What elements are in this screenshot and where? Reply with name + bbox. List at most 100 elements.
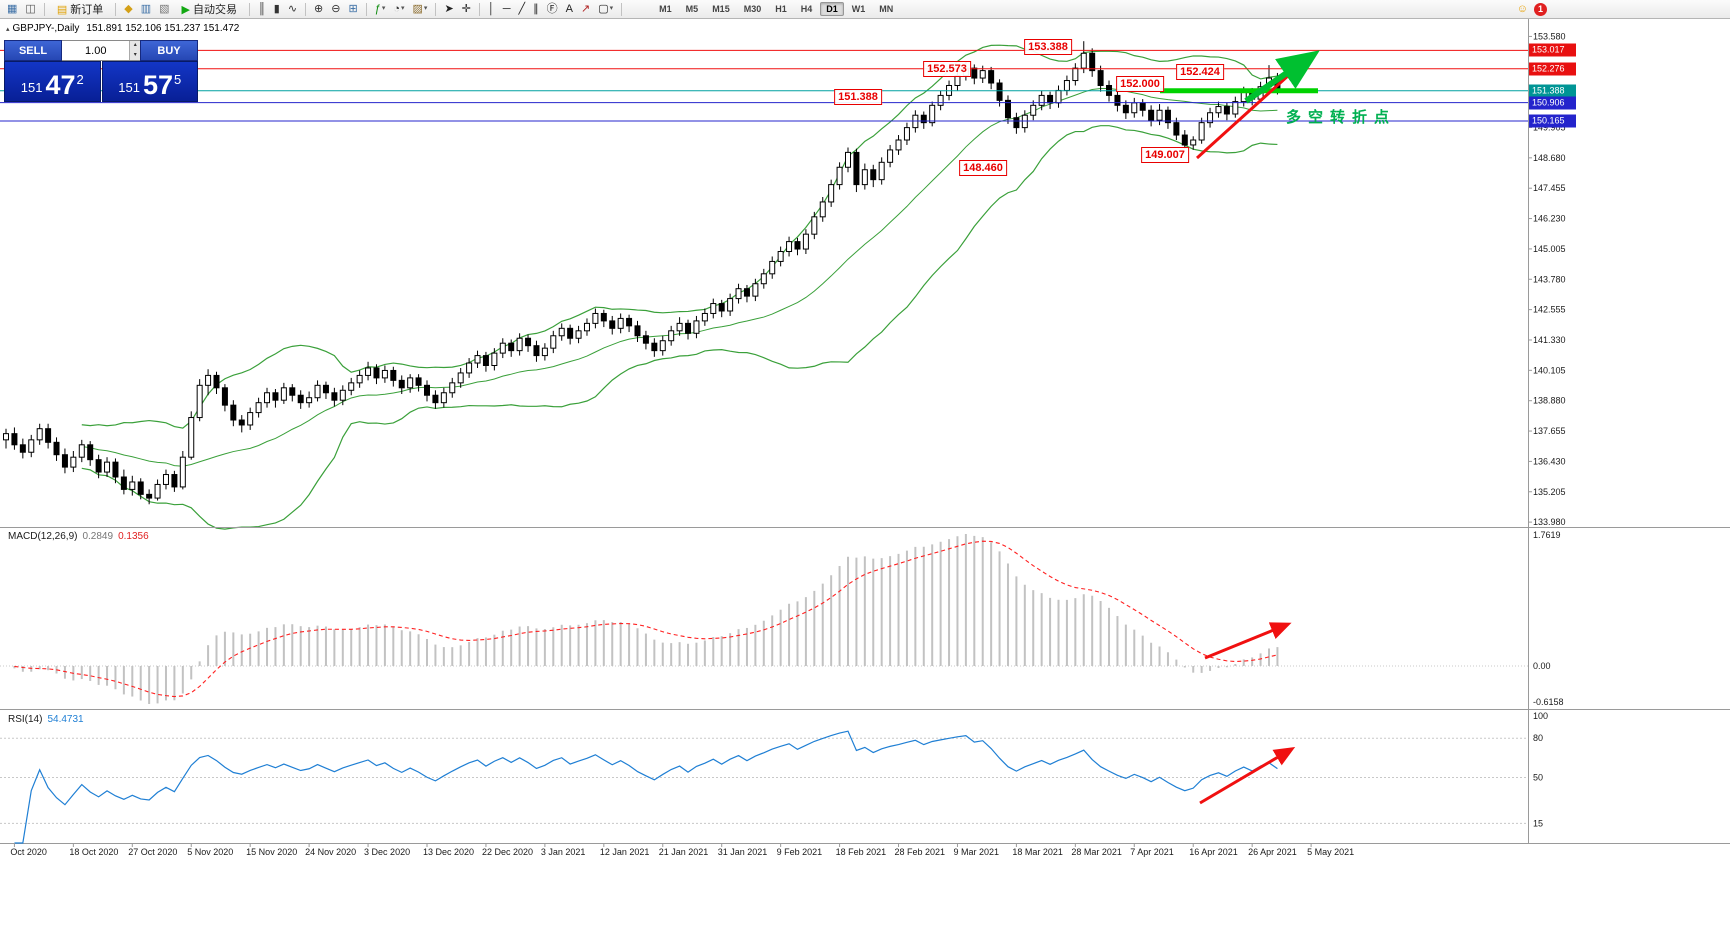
timeframe-h1[interactable]: H1 bbox=[775, 4, 787, 14]
toolbar-separator bbox=[478, 2, 480, 16]
vline-icon[interactable]: │ bbox=[487, 3, 495, 15]
date-axis-label: 18 Feb 2021 bbox=[836, 847, 887, 857]
date-axis-label: 15 Nov 2020 bbox=[246, 847, 297, 857]
sell-price-panel[interactable]: 151 47 2 bbox=[4, 61, 101, 102]
date-axis-label: 7 Apr 2021 bbox=[1130, 847, 1174, 857]
price-label-152.000[interactable]: 152.000 bbox=[1116, 76, 1164, 92]
toolbar-separator bbox=[248, 2, 250, 16]
indicators-icon[interactable]: ƒ ▾ bbox=[374, 3, 386, 15]
svg-text:138.880: 138.880 bbox=[1533, 396, 1566, 406]
sell-button[interactable]: SELL bbox=[4, 40, 62, 61]
macd-signal-line bbox=[14, 540, 1278, 698]
timeframe-d1[interactable]: D1 bbox=[820, 2, 844, 16]
buy-button[interactable]: BUY bbox=[140, 40, 198, 61]
rsi-indicator-label: RSI(14) 54.4731 bbox=[8, 714, 84, 725]
svg-text:143.780: 143.780 bbox=[1533, 274, 1566, 284]
price-badge-153.017: 153.017 bbox=[1529, 43, 1576, 57]
symbol-period-label: GBPJPY-,Daily bbox=[12, 23, 80, 34]
text-icon[interactable]: A bbox=[565, 3, 574, 15]
timeframe-mn[interactable]: MN bbox=[879, 4, 894, 14]
auto-trading-button[interactable]: ▶ 自动交易 bbox=[181, 3, 237, 17]
volume-down-button[interactable]: ▾ bbox=[130, 50, 140, 60]
one-click-toggle-icon[interactable]: ▴ bbox=[6, 26, 10, 33]
favorites-icon[interactable]: ◆ bbox=[124, 3, 133, 15]
price-label-151.388[interactable]: 151.388 bbox=[834, 89, 882, 105]
profiles-icon[interactable]: ◫ bbox=[25, 3, 36, 15]
macd-trend-arrow bbox=[1204, 622, 1292, 660]
svg-text:142.555: 142.555 bbox=[1533, 305, 1566, 315]
smiley-icon[interactable]: ☺ bbox=[1516, 3, 1528, 15]
buy-price-panel[interactable]: 151 57 5 bbox=[101, 61, 198, 102]
date-axis-label: 31 Jan 2021 bbox=[718, 847, 768, 857]
date-axis-label: 18 Oct 2020 bbox=[69, 847, 118, 857]
zoom-in-icon[interactable]: ⊕ bbox=[314, 3, 324, 15]
svg-text:141.330: 141.330 bbox=[1533, 335, 1566, 345]
timeframe-group: M1 M5 M15 M30 H1 H4 D1 W1 MN bbox=[652, 2, 900, 16]
new-chart-icon[interactable]: ▦ bbox=[7, 3, 18, 15]
svg-text:137.655: 137.655 bbox=[1533, 426, 1566, 436]
crosshair-icon[interactable]: ✛ bbox=[461, 3, 471, 15]
timeframe-w1[interactable]: W1 bbox=[851, 4, 866, 14]
tile-windows-icon[interactable]: ⊞ bbox=[348, 3, 358, 15]
timeframe-m1[interactable]: M1 bbox=[659, 4, 672, 14]
svg-text:140.105: 140.105 bbox=[1533, 365, 1566, 375]
svg-text:135.205: 135.205 bbox=[1533, 487, 1566, 497]
date-axis-label: 13 Dec 2020 bbox=[423, 847, 474, 857]
trendline-icon[interactable]: ╱ bbox=[518, 3, 526, 15]
market-watch-icon[interactable]: ▥ bbox=[140, 3, 152, 15]
svg-text:148.680: 148.680 bbox=[1533, 153, 1566, 163]
buy-price-big: 57 bbox=[142, 70, 173, 100]
arrow-object-icon[interactable]: ↗ bbox=[581, 3, 591, 15]
navigator-icon[interactable]: ▧ bbox=[159, 3, 170, 15]
shapes-icon[interactable]: ▢ ▾ bbox=[598, 3, 614, 15]
date-axis-label: 16 Apr 2021 bbox=[1189, 847, 1238, 857]
price-label-152.573[interactable]: 152.573 bbox=[923, 61, 971, 77]
rsi-trend-arrow bbox=[1199, 746, 1296, 805]
rsi-value: 54.4731 bbox=[47, 714, 84, 725]
new-order-button[interactable]: ▤ 新订单 bbox=[56, 3, 104, 17]
volume-input[interactable] bbox=[62, 41, 130, 60]
date-axis-label: 22 Dec 2020 bbox=[482, 847, 533, 857]
timeframe-m30[interactable]: M30 bbox=[743, 4, 762, 14]
date-axis-label: 21 Jan 2021 bbox=[659, 847, 709, 857]
pane-frames bbox=[0, 19, 1730, 844]
date-axis-label: 3 Jan 2021 bbox=[541, 847, 586, 857]
price-label-153.388[interactable]: 153.388 bbox=[1024, 39, 1072, 55]
date-axis-label: 28 Mar 2021 bbox=[1071, 847, 1122, 857]
svg-text:133.980: 133.980 bbox=[1533, 517, 1566, 527]
line-chart-icon[interactable]: ∿ bbox=[287, 3, 298, 15]
date-axis-label: 9 Mar 2021 bbox=[953, 847, 999, 857]
sell-price-big: 47 bbox=[45, 70, 76, 100]
price-label-152.424[interactable]: 152.424 bbox=[1176, 64, 1224, 80]
price-label-149.007[interactable]: 149.007 bbox=[1141, 147, 1189, 163]
macd-axis-label: 0.00 bbox=[1533, 661, 1551, 671]
timeframe-m5[interactable]: M5 bbox=[685, 4, 699, 14]
periods-icon[interactable]: ◔ ▾ bbox=[393, 3, 405, 15]
channel-icon[interactable]: ∥ bbox=[533, 3, 539, 15]
notification-badge[interactable]: 1 bbox=[1534, 2, 1547, 16]
macd-histogram bbox=[13, 534, 1279, 704]
hline-icon[interactable]: ─ bbox=[502, 3, 511, 15]
rsi-axis-label: 80 bbox=[1533, 733, 1543, 743]
templates-icon[interactable]: ▨ ▾ bbox=[412, 3, 428, 15]
svg-text:153.580: 153.580 bbox=[1533, 31, 1566, 41]
price-label-148.460[interactable]: 148.460 bbox=[959, 160, 1007, 176]
macd-indicator-label: MACD(12,26,9) 0.2849 0.1356 bbox=[8, 531, 149, 542]
rsi-axis-label: 50 bbox=[1533, 773, 1543, 783]
cursor-icon[interactable]: ➤ bbox=[444, 3, 454, 15]
date-axis-label: 5 Nov 2020 bbox=[187, 847, 233, 857]
candlestick-icon[interactable]: ▮ bbox=[273, 3, 280, 15]
date-axis-label: 9 Feb 2021 bbox=[777, 847, 823, 857]
timeframe-h4[interactable]: H4 bbox=[800, 4, 813, 14]
macd-axis-label: 1.7619 bbox=[1533, 530, 1561, 540]
fibonacci-icon[interactable]: Ⓕ bbox=[546, 3, 558, 15]
timeframe-m15[interactable]: M15 bbox=[712, 4, 730, 14]
volume-up-button[interactable]: ▴ bbox=[130, 41, 140, 51]
toolbar: ▦ ◫ ▤ 新订单 ◆ ▥ ▧ ▶ 自动交易 ║ ▮ ∿ ⊕ ⊖ ⊞ ƒ ▾ ◔ ▾ ▨ ▾ ➤ ✛ │ ─ ╱ ∥ Ⓕ A ↗ ▢ ▾ M1 M… bbox=[0, 0, 1730, 19]
zoom-out-icon[interactable]: ⊖ bbox=[331, 3, 341, 15]
rsi-name: RSI(14) bbox=[8, 714, 43, 725]
date-axis-label: 12 Jan 2021 bbox=[600, 847, 650, 857]
bar-chart-icon[interactable]: ║ bbox=[257, 3, 266, 15]
price-badge-151.388: 151.388 bbox=[1529, 84, 1576, 98]
